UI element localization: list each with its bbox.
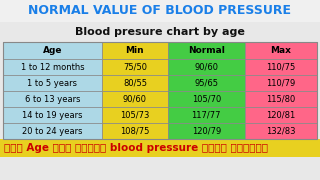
Text: 75/50: 75/50	[123, 62, 147, 71]
FancyBboxPatch shape	[168, 91, 245, 107]
FancyBboxPatch shape	[3, 75, 102, 91]
Text: Normal: Normal	[188, 46, 225, 55]
FancyBboxPatch shape	[102, 59, 168, 75]
FancyBboxPatch shape	[168, 123, 245, 139]
FancyBboxPatch shape	[245, 91, 317, 107]
FancyBboxPatch shape	[245, 75, 317, 91]
Text: 1 to 5 years: 1 to 5 years	[28, 78, 77, 87]
FancyBboxPatch shape	[3, 107, 102, 123]
Text: 120/79: 120/79	[192, 127, 221, 136]
FancyBboxPatch shape	[102, 42, 168, 59]
Text: 117/77: 117/77	[192, 111, 221, 120]
FancyBboxPatch shape	[3, 42, 102, 59]
FancyBboxPatch shape	[3, 59, 102, 75]
Text: 80/55: 80/55	[123, 78, 147, 87]
FancyBboxPatch shape	[245, 42, 317, 59]
Text: किस Age में कितना blood pressure होना चाहिए।: किस Age में कितना blood pressure होना चा…	[4, 143, 268, 153]
Text: 110/79: 110/79	[266, 78, 295, 87]
Text: 110/75: 110/75	[266, 62, 295, 71]
Text: 1 to 12 months: 1 to 12 months	[21, 62, 84, 71]
FancyBboxPatch shape	[245, 123, 317, 139]
Text: Blood presure chart by age: Blood presure chart by age	[75, 27, 245, 37]
FancyBboxPatch shape	[3, 123, 102, 139]
Text: Max: Max	[270, 46, 291, 55]
FancyBboxPatch shape	[168, 42, 245, 59]
FancyBboxPatch shape	[168, 75, 245, 91]
FancyBboxPatch shape	[168, 59, 245, 75]
FancyBboxPatch shape	[0, 0, 320, 22]
FancyBboxPatch shape	[0, 139, 320, 157]
FancyBboxPatch shape	[102, 75, 168, 91]
Text: 90/60: 90/60	[194, 62, 218, 71]
Text: 105/70: 105/70	[192, 94, 221, 103]
FancyBboxPatch shape	[168, 107, 245, 123]
FancyBboxPatch shape	[102, 123, 168, 139]
Text: 20 to 24 years: 20 to 24 years	[22, 127, 83, 136]
FancyBboxPatch shape	[102, 91, 168, 107]
FancyBboxPatch shape	[3, 91, 102, 107]
FancyBboxPatch shape	[245, 107, 317, 123]
Text: Age: Age	[43, 46, 62, 55]
Text: 108/75: 108/75	[120, 127, 149, 136]
Text: Min: Min	[125, 46, 144, 55]
Text: 6 to 13 years: 6 to 13 years	[25, 94, 80, 103]
Text: 90/60: 90/60	[123, 94, 147, 103]
Text: NORMAL VALUE OF BLOOD PRESSURE: NORMAL VALUE OF BLOOD PRESSURE	[28, 4, 292, 17]
Text: 105/73: 105/73	[120, 111, 149, 120]
FancyBboxPatch shape	[102, 107, 168, 123]
Text: 95/65: 95/65	[194, 78, 218, 87]
Text: 14 to 19 years: 14 to 19 years	[22, 111, 83, 120]
FancyBboxPatch shape	[245, 59, 317, 75]
Text: 120/81: 120/81	[266, 111, 295, 120]
Text: 115/80: 115/80	[266, 94, 295, 103]
Text: 132/83: 132/83	[266, 127, 296, 136]
